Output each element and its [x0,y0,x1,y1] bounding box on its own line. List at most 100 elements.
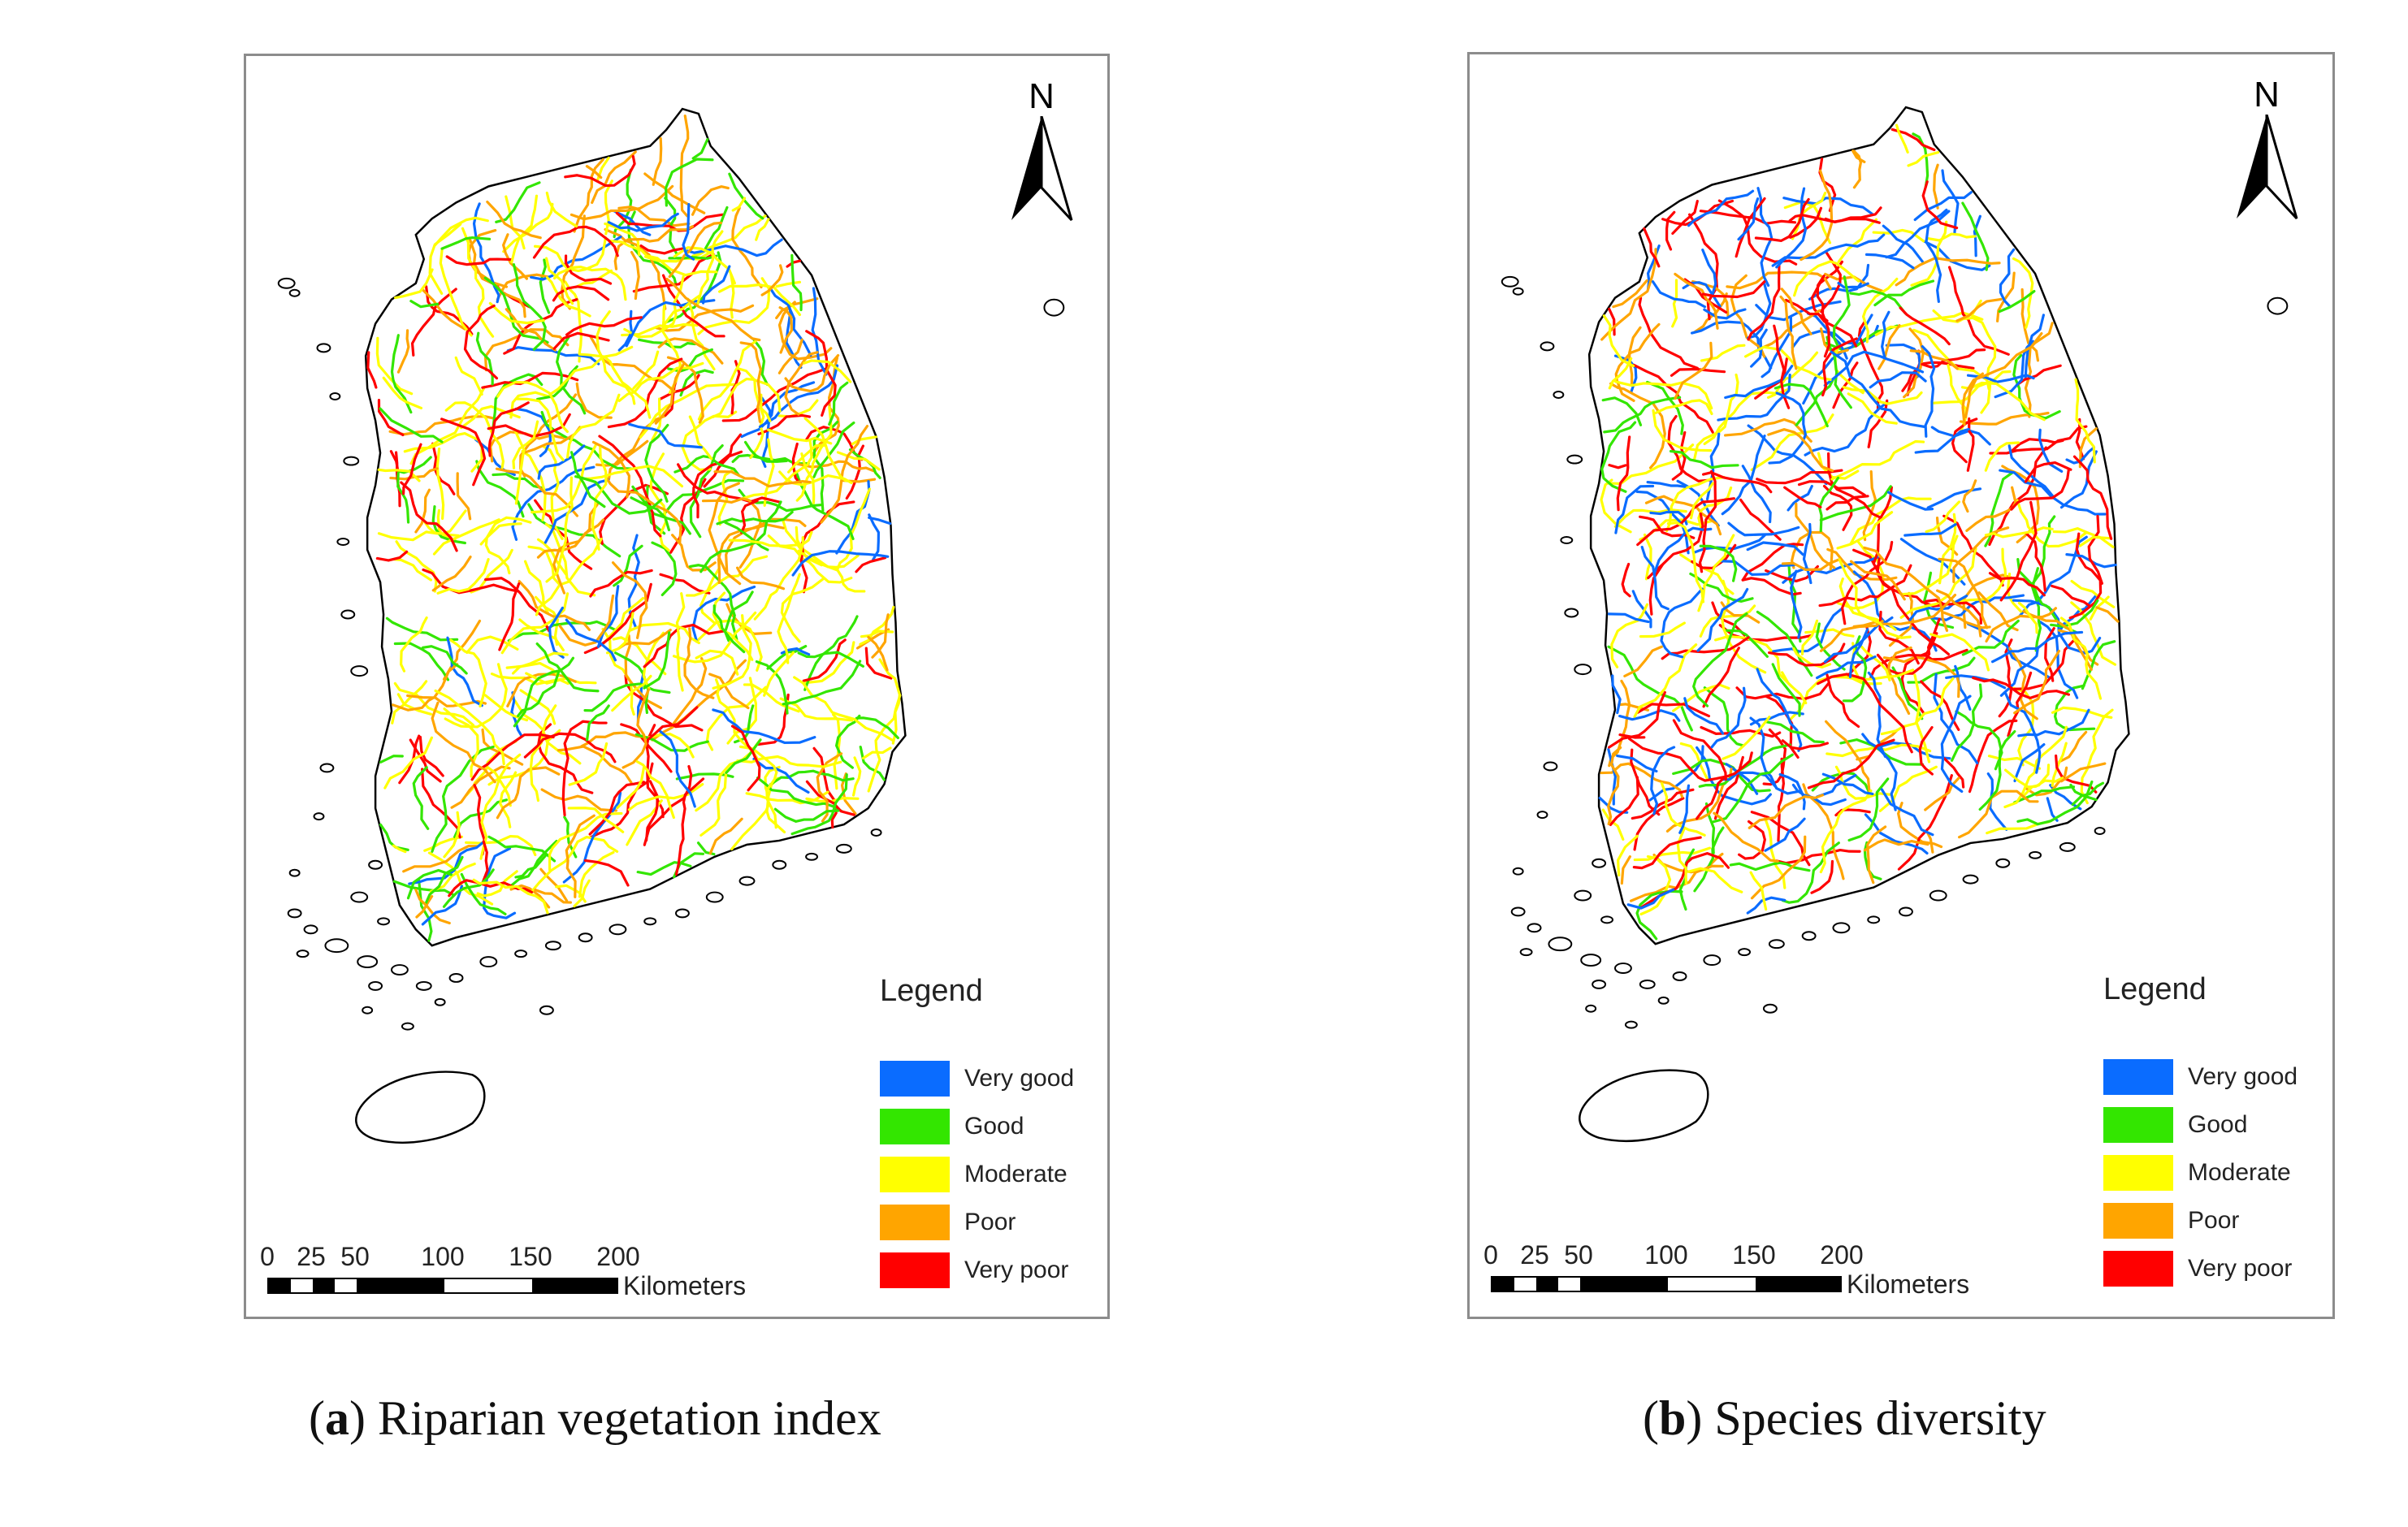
small-island-outline [578,932,593,943]
river-segment [665,277,761,342]
river-segment [1999,248,2016,308]
river-segment [488,301,545,325]
small-island-outline [1867,915,1881,924]
scale-tick-label: 0 [260,1242,275,1271]
river-segment [1984,441,2020,472]
river-segment [421,885,463,926]
river-segment [1660,781,1706,837]
river-segment [486,200,542,240]
river-segment [523,560,550,615]
river-segment [855,556,887,573]
legend-item: Very good [2103,1053,2331,1101]
scale-segment [335,1279,357,1292]
river-segment [1774,383,1829,428]
legend-item: Poor [2103,1196,2331,1244]
small-island-outline [1536,811,1548,820]
river-segment [787,443,825,474]
legend-swatch [2103,1250,2173,1287]
river-segment [440,236,492,250]
small-island-outline [336,538,350,546]
river-segment [1802,314,1873,405]
river-segment [1601,396,1643,426]
river-segment [1614,322,1661,402]
scale-segment [1668,1278,1756,1291]
river-segment [1909,349,1959,370]
river-segment [1961,619,2020,656]
river-segment [475,279,495,338]
small-island-outline [2029,850,2042,859]
river-segment [728,530,813,547]
river-segment [691,214,767,257]
river-segment [392,663,459,712]
river-segment [1692,373,1739,461]
river-segment [442,868,495,908]
river-segment [1810,260,1858,348]
river-segment [704,205,729,250]
river-segment [539,867,569,902]
river-segment [802,638,847,682]
river-segment [621,688,651,769]
river-segment [2078,535,2111,547]
river-segment [708,673,750,710]
river-segment [625,299,716,348]
river-segment [2059,616,2103,700]
river-segment [717,523,785,585]
river-segment [2013,785,2076,804]
scale-tick-label: 150 [1732,1240,1776,1270]
scale-segment [269,1279,291,1292]
river-segment [1816,275,1830,358]
river-segment [1746,541,1804,556]
river-segment [1652,409,1713,452]
small-island-outline [1512,867,1524,876]
river-segment [558,594,615,647]
small-island-outline [368,980,383,991]
small-island-outline [675,908,690,919]
river-segment [1639,621,1686,638]
river-segment [1679,742,1709,782]
river-segment [607,357,683,429]
river-segment [1756,469,1843,485]
river-segment [585,165,603,180]
jeju-island-outline [355,1071,486,1144]
river-segment [607,414,667,480]
river-segment [805,780,855,816]
river-segment [726,677,757,745]
river-segment [691,138,709,160]
river-segment [442,619,482,681]
river-segment [481,840,489,885]
river-segment [1674,341,1713,400]
river-segment [677,463,781,504]
river-segment [1608,357,1633,390]
river-segment [460,404,521,430]
small-island-outline [544,941,561,951]
river-segment [539,258,551,314]
river-segment [803,359,852,383]
river-segment [639,383,736,439]
river-segment [1702,647,1740,708]
river-segment [403,431,483,473]
legend-swatch [880,1252,950,1288]
river-segment [484,516,532,575]
river-segment [1895,257,2001,287]
river-segment [445,255,513,266]
river-segment [1921,348,1986,369]
scale-ticks: 0 25 50 100 150 200 [260,1242,657,1271]
river-segment [2003,768,2064,789]
river-segment [868,513,880,561]
river-segment [565,814,596,898]
river-segment [434,689,505,766]
river-segment [420,509,467,535]
river-segment [440,417,487,487]
river-segment [562,791,622,884]
river-segment [703,450,743,488]
river-segment [463,304,499,380]
river-segment [573,879,591,908]
river-segment [689,443,724,539]
river-segment [443,811,461,859]
river-segment [611,674,652,712]
river-segment [2089,595,2110,621]
river-segment [749,393,765,460]
river-segment [496,766,561,820]
river-segment [1696,751,1753,820]
river-segment [1603,396,1682,434]
